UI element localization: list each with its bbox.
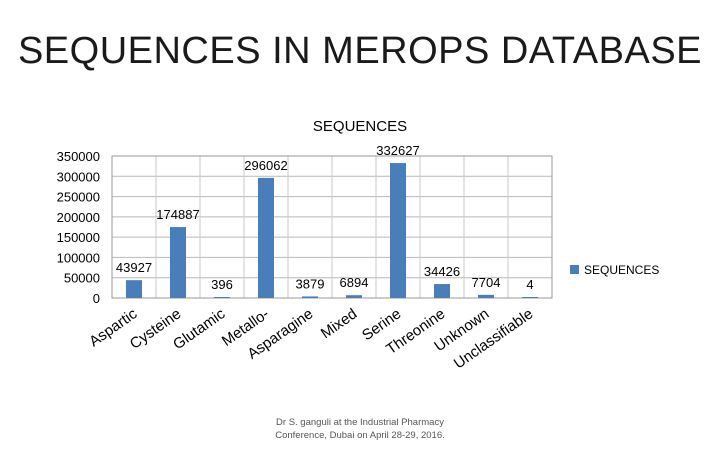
y-axis-tick-labels: 350000 300000 250000 200000 150000 100000 5000… [57,149,100,306]
data-label: 7704 [472,275,501,290]
bar-serine [390,163,406,298]
data-label: 4 [526,277,533,292]
y-tick-label: 300000 [57,169,100,184]
data-label: 296062 [244,158,287,173]
y-tick-label: 50000 [64,271,100,286]
slide-title: SEQUENCES IN MEROPS DATABASE [17,30,703,72]
legend-label: SEQUENCES [584,263,659,277]
y-tick-label: 0 [93,291,100,306]
data-label: 3879 [296,276,325,291]
data-label: 6894 [340,275,369,290]
data-label: 332627 [376,143,419,158]
bars [126,163,538,298]
bar-mixed [346,295,362,298]
bar-unknown [478,294,494,298]
bar-aspartic [126,280,142,298]
y-tick-label: 200000 [57,210,100,225]
footer-line-1: Dr S. ganguli at the Industrial Pharmacy [276,417,444,428]
data-label: 174887 [156,207,199,222]
bar-unclassifiable [522,297,538,298]
footer-credit: Dr S. ganguli at the Industrial Pharmacy… [205,416,515,442]
data-label: 396 [211,277,233,292]
bar-threonine [434,284,450,298]
bar-glutamic [214,297,230,298]
chart-title: SEQUENCES [313,118,407,135]
data-labels: 43927 174887 396 296062 3879 6894 332627 34426 7… [116,143,534,292]
y-tick-label: 150000 [57,230,100,245]
plot-area-border [111,155,553,299]
y-tick-label: 250000 [57,190,100,205]
footer-line-2: Conference, Dubai on April 28-29, 2016. [275,430,445,441]
bar-asparagine [302,296,318,298]
bar-cysteine [170,227,186,298]
bar-metallo [258,177,274,298]
x-axis-tick-labels: AsparticCysteineGlutamicMetallo-Asparagi… [86,305,536,372]
legend: SEQUENCES [570,263,659,277]
y-tick-label: 350000 [57,149,100,164]
data-label: 34426 [424,264,460,279]
x-tick-label: Mixed [318,305,361,342]
legend-swatch [570,265,579,274]
y-tick-label: 100000 [57,250,100,265]
data-label: 43927 [116,260,152,275]
